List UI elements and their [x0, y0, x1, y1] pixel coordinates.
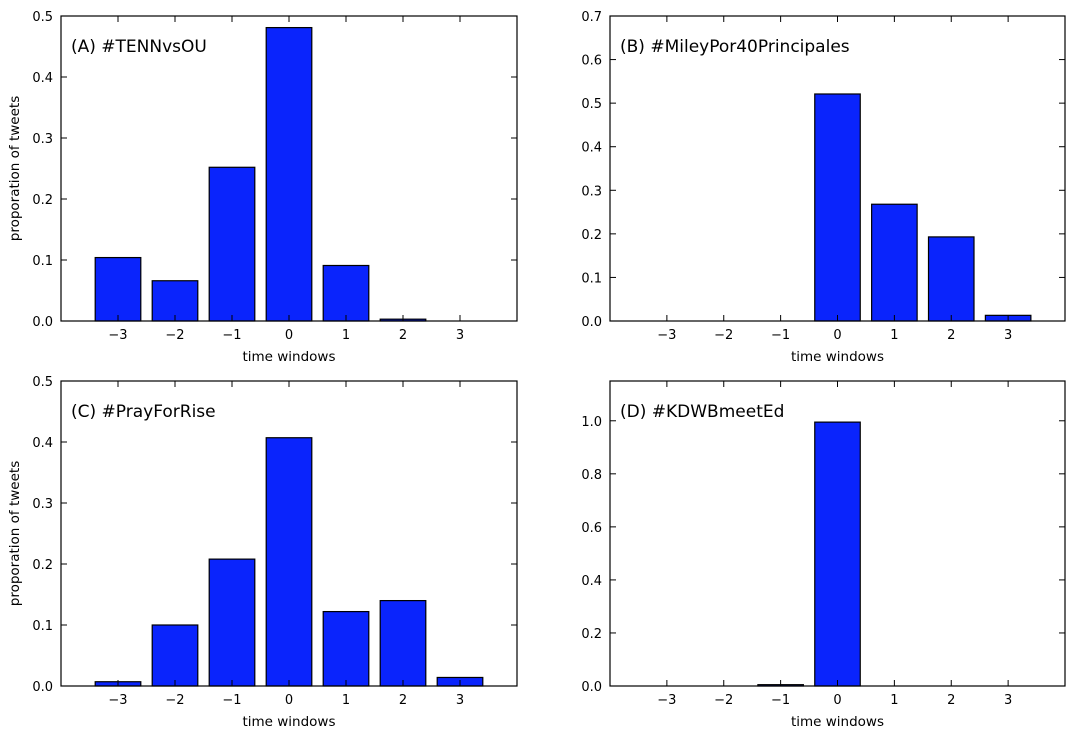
y-tick-label-c-1: 0.1	[32, 619, 53, 634]
x-tick-label-b-2: −1	[771, 328, 790, 343]
x-tick-label-d-0: −3	[657, 693, 676, 708]
x-axis-label-d: time windows	[791, 714, 884, 730]
x-tick-label-c-6: 3	[456, 693, 464, 708]
y-tick-label-b-5: 0.5	[581, 97, 602, 112]
x-axis-label-b: time windows	[791, 349, 884, 365]
y-axis-label-a: proporation of tweets	[7, 96, 23, 241]
x-tick-label-a-6: 3	[456, 328, 464, 343]
y-tick-label-a-2: 0.2	[32, 193, 53, 208]
x-tick-label-b-5: 2	[947, 328, 955, 343]
y-tick-label-b-7: 0.7	[581, 10, 602, 25]
panel-c: −3 −2 −1 0 1 2 3 0.0 0.1 0.2 0.3 0.4 0.5 (C) #PrayFor…	[7, 375, 518, 730]
panel-title-b: (B) #MileyPor40Principales	[620, 37, 850, 57]
x-tick-label-a-2: −1	[222, 328, 241, 343]
x-tick-label-c-2: −1	[222, 693, 241, 708]
x-tick-label-a-5: 2	[399, 328, 407, 343]
x-tick-label-d-4: 1	[890, 693, 898, 708]
x-tick-label-b-4: 1	[890, 328, 898, 343]
x-tick-label-a-3: 0	[285, 328, 293, 343]
y-tick-label-a-4: 0.4	[32, 71, 53, 86]
bar-a-3	[265, 26, 313, 322]
x-tick-label-b-0: −3	[657, 328, 676, 343]
panel-title-c: (C) #PrayForRise	[71, 402, 216, 422]
bar-a-0	[94, 256, 142, 322]
x-tick-label-b-1: −2	[714, 328, 733, 343]
bar-c-3	[265, 437, 313, 687]
bar-b-5	[927, 236, 975, 322]
y-tick-label-b-0: 0.0	[581, 315, 602, 330]
y-tick-label-a-5: 0.5	[32, 10, 53, 25]
bar-b-3	[814, 93, 861, 322]
x-axis-label-c: time windows	[242, 714, 335, 730]
y-tick-label-b-3: 0.3	[581, 184, 602, 199]
x-tick-label-b-3: 0	[833, 328, 841, 343]
x-tick-label-a-0: −3	[108, 328, 127, 343]
y-tick-label-d-2: 0.4	[581, 574, 602, 589]
y-tick-label-c-3: 0.3	[32, 497, 53, 512]
x-tick-label-d-3: 0	[833, 693, 841, 708]
panel-d: −3 −2 −1 0 1 2 3 0.0 0.2 0.4 0.6 0.8 1.0 (D) #KDWBmee…	[581, 380, 1066, 730]
x-tick-label-a-1: −2	[165, 328, 184, 343]
panel-b: −3 −2 −1 0 1 2 3 0.0 0.1 0.2 0.3 0.4 0.5 0.6 0.7 (B) #M…	[581, 10, 1066, 365]
y-axis-label-c: proporation of tweets	[7, 461, 23, 606]
y-tick-label-d-4: 0.8	[581, 468, 602, 483]
x-tick-label-d-5: 2	[947, 693, 955, 708]
x-tick-label-c-1: −2	[165, 693, 184, 708]
y-tick-label-b-4: 0.4	[581, 141, 602, 156]
x-tick-label-d-6: 3	[1004, 693, 1012, 708]
y-tick-label-d-3: 0.6	[581, 521, 602, 536]
y-tick-label-c-0: 0.0	[32, 680, 53, 695]
x-tick-label-d-2: −1	[771, 693, 790, 708]
bar-a-4	[322, 264, 370, 322]
panel-title-d: (D) #KDWBmeetEd	[620, 402, 784, 422]
x-tick-label-c-4: 1	[342, 693, 350, 708]
x-axis-label-a: time windows	[242, 349, 335, 365]
y-tick-label-b-2: 0.2	[581, 228, 602, 243]
y-tick-label-d-1: 0.2	[581, 627, 602, 642]
bar-c-5	[379, 599, 427, 687]
bar-a-1	[151, 280, 199, 322]
y-tick-label-c-5: 0.5	[32, 375, 53, 390]
y-tick-label-c-2: 0.2	[32, 558, 53, 573]
bar-c-2	[208, 558, 256, 687]
y-tick-label-a-3: 0.3	[32, 132, 53, 147]
bar-c-1	[151, 624, 199, 687]
x-tick-label-a-4: 1	[342, 328, 350, 343]
x-tick-label-b-6: 3	[1004, 328, 1012, 343]
y-tick-label-c-4: 0.4	[32, 436, 53, 451]
panel-title-a: (A) #TENNvsOU	[71, 37, 207, 57]
x-tick-label-c-5: 2	[399, 693, 407, 708]
y-tick-label-d-5: 1.0	[581, 415, 602, 430]
bar-b-4	[871, 203, 918, 322]
y-tick-label-a-0: 0.0	[32, 315, 53, 330]
y-tick-label-b-6: 0.6	[581, 54, 602, 69]
bar-d-3	[814, 421, 861, 687]
x-tick-label-c-0: −3	[108, 693, 127, 708]
y-tick-label-d-0: 0.0	[581, 680, 602, 695]
x-tick-label-c-3: 0	[285, 693, 293, 708]
x-tick-label-d-1: −2	[714, 693, 733, 708]
panel-a: −3 −2 −1 0 1 2 3 0.0 0.1 0.2 0.3 0.4 0.5 (A) #TENNvsO…	[7, 10, 518, 365]
y-tick-label-b-1: 0.1	[581, 271, 602, 286]
y-tick-label-a-1: 0.1	[32, 254, 53, 269]
bar-c-4	[322, 610, 370, 687]
bar-a-2	[208, 166, 256, 322]
